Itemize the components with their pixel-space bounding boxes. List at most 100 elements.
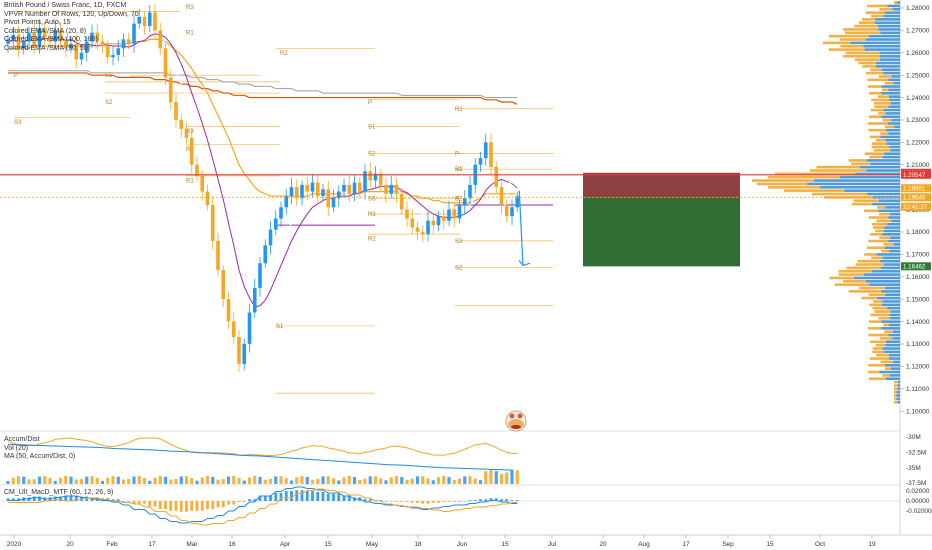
vpvr-bar-up — [866, 169, 900, 172]
volume-bar — [368, 476, 372, 484]
price-tick-label: 1.21000 — [906, 162, 930, 169]
macd-legend[interactable]: CM_Ult_MacD_MTF (60, 12, 26, 9) — [4, 489, 113, 498]
time-tick-label: Oct — [815, 541, 825, 548]
legend-volume[interactable]: Vol (20) — [4, 444, 29, 452]
vpvr-bar-up — [877, 24, 900, 28]
accum-legend[interactable]: Accum/Dist Vol (20) MA (50, Accum/Dist, … — [4, 436, 75, 462]
vpvr-bar-down — [868, 122, 889, 125]
vpvr-bar-down — [879, 8, 893, 11]
vpvr-bar-down — [874, 310, 891, 313]
time-tick-label: Mar — [186, 541, 198, 548]
macd-hist-bar — [400, 501, 404, 502]
risk-reward-zones[interactable] — [583, 172, 740, 267]
macd-hist-bar — [232, 501, 236, 505]
accum-tick-label: -30M — [906, 434, 921, 441]
candle-body — [100, 41, 105, 47]
vpvr-bar-up — [896, 394, 900, 397]
volume-bar — [27, 479, 31, 484]
vpvr-bar-down — [880, 132, 889, 135]
volume-bar — [358, 479, 362, 484]
drawings[interactable] — [502, 181, 531, 267]
macd-hist-bar — [185, 501, 188, 512]
vpvr-bar-up — [889, 353, 900, 357]
accum-ma-line — [7, 443, 514, 471]
accum-tick-label: -35M — [906, 465, 921, 472]
vpvr-bar-down — [884, 330, 893, 333]
volume-bar — [384, 480, 388, 484]
vpvr-bar-down — [878, 75, 892, 78]
vpvr-bar-down — [873, 102, 891, 105]
candle-body — [63, 41, 68, 49]
volume-bar — [100, 480, 105, 484]
price-axis[interactable]: 1.28000 1.27000 1.26000 1.25000 1.24000 1.230… — [900, 5, 931, 415]
volume-bar — [331, 478, 336, 484]
candle-body — [352, 182, 357, 194]
legend-ema-50-50[interactable]: Colored EMA /SMA (50, 50) — [4, 44, 90, 52]
candle-body — [27, 32, 31, 42]
vpvr-bar-up — [864, 48, 900, 51]
candle-body — [504, 205, 509, 217]
vpvr-bar-up — [872, 196, 900, 199]
vpvr-bar-up — [894, 125, 900, 129]
volume-bar — [184, 476, 189, 484]
price-tick-label: 1.15000 — [906, 296, 930, 303]
vpvr-bar-up — [891, 75, 900, 78]
candle-body — [483, 142, 488, 159]
vpvr-bar-down — [894, 387, 898, 391]
vpvr-bar-down — [868, 327, 882, 330]
macd-hist-bar — [179, 501, 183, 512]
candle-body — [300, 184, 304, 199]
candle-body — [258, 263, 262, 288]
macd-hist-bar — [6, 498, 10, 501]
candle-body — [494, 166, 499, 188]
price-tag-label: 1.16462 — [903, 264, 926, 271]
vpvr-bar-down — [843, 28, 879, 31]
legend-ema-100-180[interactable]: Colored EMA /SMA (100, 180) — [4, 36, 98, 43]
volume-bar — [216, 479, 220, 484]
legend-accum-dist[interactable]: Accum/Dist — [4, 436, 40, 443]
macd-hist-bar — [137, 501, 141, 504]
volume-bar — [352, 477, 357, 484]
macd-hist-bar — [416, 501, 419, 503]
price-tick-label: 1.17000 — [906, 252, 930, 259]
volume-bar — [263, 479, 267, 484]
vpvr-bar-down — [870, 233, 883, 236]
candle-body — [279, 207, 283, 219]
legend-ema-20-8[interactable]: Colored EMA /SMA (20, 8) — [4, 27, 87, 35]
legend-macd[interactable]: CM_Ult_MacD_MTF (60, 12, 26, 9) — [4, 489, 114, 496]
vpvr-bar-down — [851, 162, 871, 166]
candle-body — [216, 240, 220, 270]
macd-tick-label: 0.00000 — [906, 498, 930, 505]
vpvr-bar-up — [879, 370, 900, 374]
vpvr-bar-down — [879, 236, 891, 239]
candle-body — [137, 16, 142, 24]
vpvr-bar-up — [844, 189, 900, 192]
horizontal-lines[interactable] — [0, 174, 900, 198]
vpvr-bar-down — [752, 179, 814, 182]
vpvr-bar-up — [892, 330, 900, 333]
vpvr-bar-up — [885, 340, 900, 344]
vpvr-bar-up — [897, 380, 900, 384]
vpvr-bar-up — [887, 222, 900, 226]
vpvr-bar-up — [891, 118, 900, 122]
vpvr-bar-up — [884, 152, 900, 156]
volume-bar — [205, 476, 210, 484]
macd-hist-bar — [116, 499, 120, 501]
macd-hist-bar — [384, 501, 388, 502]
macd-hist-bar — [484, 499, 488, 501]
legend-vpvr[interactable]: VPVR Number Of Rows, 120, Up/Down, 70 — [4, 10, 139, 18]
price-tag — [901, 262, 931, 271]
macd-hist-bar — [69, 495, 73, 501]
legend-pivots[interactable]: Pivot Points, Auto, 15 — [4, 19, 71, 26]
time-axis[interactable]: 2020 20 Feb 17 Mar 16 Apr 15 May 18 Jun 15 Jul 20 Aug 1… — [7, 535, 876, 548]
main-legend[interactable]: British Pound / Swiss Franc, 1D, FXCM VP… — [4, 2, 139, 53]
macd-hist-bar — [515, 500, 519, 501]
volume-bar — [242, 480, 246, 484]
candle-body — [326, 189, 331, 208]
legend-accum-ma[interactable]: MA (50, Accum/Dist, 0) — [4, 453, 76, 460]
vpvr-bar-down — [884, 81, 894, 85]
vpvr-bar-up — [888, 239, 900, 243]
candle-body — [142, 16, 147, 26]
legend-symbol[interactable]: British Pound / Swiss Franc, 1D, FXCM — [4, 2, 127, 9]
